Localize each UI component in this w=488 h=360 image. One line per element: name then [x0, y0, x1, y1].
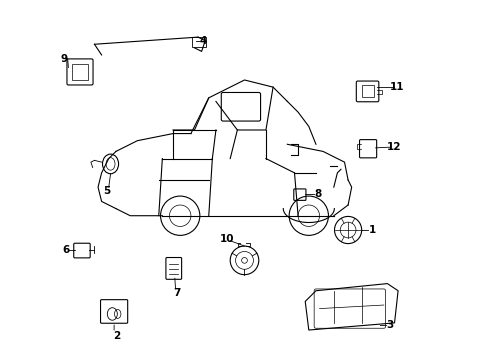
Text: 4: 4 [199, 36, 207, 46]
Text: 6: 6 [62, 245, 69, 255]
Text: 7: 7 [173, 288, 180, 298]
Text: 12: 12 [386, 142, 401, 152]
Text: 1: 1 [368, 225, 375, 235]
Text: 9: 9 [61, 54, 67, 64]
Text: 10: 10 [219, 234, 233, 244]
Text: 2: 2 [113, 332, 121, 342]
Text: 11: 11 [389, 82, 404, 92]
Text: 3: 3 [385, 320, 392, 330]
Text: 8: 8 [314, 189, 321, 199]
Text: 5: 5 [103, 186, 110, 197]
